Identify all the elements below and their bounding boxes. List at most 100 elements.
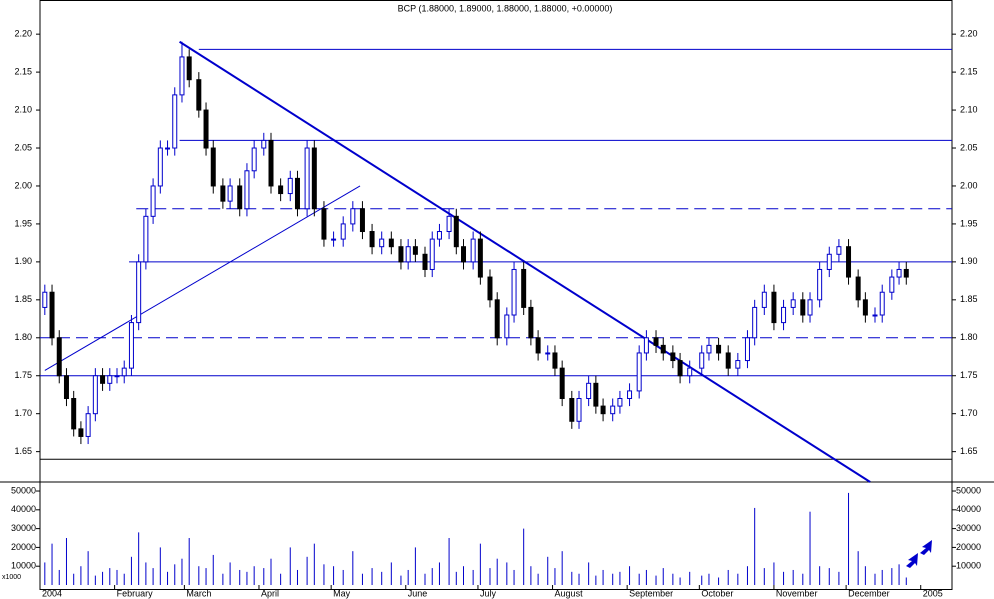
candle-body [405,246,411,263]
candle-body [261,139,267,149]
y-tick-label: 2.15 [14,66,32,76]
y2-tick-label: 40000 [956,504,981,514]
y-tick-label: 1.90 [14,256,32,266]
candle-body [436,231,442,240]
candle-body [143,215,149,263]
candle-body [78,428,84,437]
candle-body [429,238,435,270]
candle-body [268,139,274,187]
candle-body [670,352,676,362]
candle-body [627,390,633,400]
candle-body [244,170,250,210]
candle-body [494,299,500,339]
candle-body [477,238,483,278]
candle-body [781,306,787,324]
candle-body [157,147,163,187]
x-tick-label: November [776,588,818,598]
y2-tick-label: 10000 [11,561,36,571]
arrow [920,540,932,555]
candle-body [569,398,575,422]
candle-body [422,253,428,270]
x-tick-label: July [480,588,497,598]
candle-body [304,147,310,210]
y-tick-label: 1.85 [14,294,32,304]
y-tick-label: 1.95 [14,218,32,228]
candle-body [725,352,731,369]
candle-body [617,398,623,407]
candle-body [85,413,91,437]
candle-body [136,261,142,324]
candle-body [470,238,476,263]
candle-body [521,268,527,308]
candle-body [294,177,300,210]
x-tick-label: 2004 [42,588,62,598]
candle-body [237,185,243,210]
y-tick-label: 2.05 [14,142,32,152]
candle-body [179,56,185,96]
trend-line [44,185,361,371]
trend-line [179,40,871,483]
candle-body [706,344,712,354]
y-tick-label: 1.80 [14,332,32,342]
y-tick-label: 2.20 [14,29,32,39]
candle-body [210,147,216,187]
y-tick-label: 1.75 [960,370,978,380]
candle-body [63,375,69,400]
candle-body [388,238,394,248]
x-tick-label: February [117,588,154,598]
candle-body [504,314,510,339]
candle-body [855,276,861,301]
x-tick-label: December [848,588,890,598]
candle-body [528,306,534,339]
candle-body [862,299,868,316]
candle-body [446,215,452,233]
candle-body [203,109,209,149]
y-tick-label: 2.20 [960,29,978,39]
candle-body [369,231,375,248]
y2-tick-label: 20000 [11,542,36,552]
candle-body [227,185,233,202]
candle-body [359,208,365,233]
candle-body [744,337,750,362]
y2-tick-label: 40000 [11,504,36,514]
candle-body [487,276,493,301]
candle-body [150,185,156,217]
y2-tick-label: 20000 [956,542,981,552]
y2-tick-label: 30000 [11,523,36,533]
candle-body [350,208,356,225]
candle-body [872,314,878,317]
candle-body [128,322,134,369]
candle-body [817,268,823,301]
y-tick-label: 1.75 [14,370,32,380]
candle-body [735,360,741,369]
candle-body [186,56,192,81]
candle-body [331,238,337,241]
y-tick-label: 1.70 [960,408,978,418]
candle-body [49,291,55,339]
candle-body [287,177,293,195]
candle-body [172,94,178,149]
candle-body [699,352,705,369]
candle-body [576,398,582,422]
x-tick-label: May [333,588,351,598]
candle-body [196,79,202,111]
candle-body [653,337,659,346]
candle-body [100,375,106,384]
candle-body [453,215,459,248]
candle-body [121,367,127,377]
candle-body [379,238,385,248]
y-tick-label: 1.65 [960,446,978,456]
y-tick-label: 1.70 [14,408,32,418]
candle-body [165,147,171,150]
candle-body [610,405,616,415]
candle-body [879,291,885,316]
frame [39,0,953,590]
y2-tick-label: 50000 [956,485,981,495]
candle-body [903,268,909,278]
candle-body [807,299,813,316]
y-tick-label: 2.05 [960,142,978,152]
candle-body [251,147,257,172]
candle-body [114,375,120,378]
candle-body [56,337,62,377]
